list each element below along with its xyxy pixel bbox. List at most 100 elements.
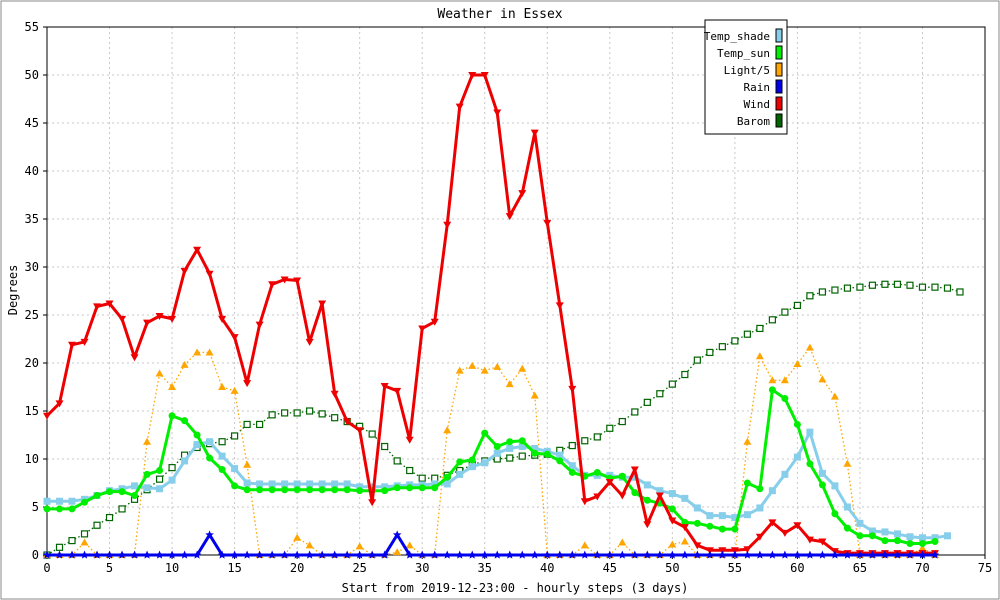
- data-point: [268, 480, 276, 488]
- data-point: [456, 470, 464, 478]
- data-point: [743, 437, 752, 445]
- data-point: [843, 550, 852, 559]
- data-point: [256, 486, 264, 494]
- y-tick-label: 10: [25, 452, 39, 466]
- data-point: [668, 505, 676, 513]
- data-point: [756, 324, 764, 333]
- data-point: [793, 522, 802, 530]
- data-point: [406, 484, 414, 492]
- data-point: [43, 505, 51, 513]
- data-point: [293, 480, 301, 488]
- data-point: [230, 550, 239, 559]
- data-point: [193, 441, 201, 449]
- data-point: [67, 550, 77, 559]
- data-point: [518, 437, 526, 445]
- data-point: [230, 386, 239, 394]
- data-point: [331, 486, 339, 494]
- data-point: [368, 483, 376, 491]
- chart-title: Weather in Essex: [437, 7, 562, 22]
- data-point: [168, 412, 176, 420]
- data-point: [668, 540, 677, 548]
- data-point: [768, 376, 777, 384]
- data-point: [855, 550, 865, 559]
- x-tick-label: 45: [603, 561, 617, 575]
- data-point: [468, 463, 476, 471]
- data-point: [293, 486, 301, 494]
- data-point: [718, 512, 726, 520]
- series-line: [47, 346, 936, 556]
- data-point: [918, 539, 926, 547]
- data-point: [405, 436, 414, 444]
- data-point: [318, 480, 326, 488]
- data-point: [668, 380, 676, 388]
- data-point: [830, 392, 839, 400]
- data-point: [618, 550, 627, 559]
- data-point: [268, 411, 276, 419]
- data-point: [218, 383, 227, 390]
- data-point: [355, 542, 364, 550]
- data-point: [393, 387, 402, 395]
- legend-label: Rain: [744, 81, 771, 94]
- data-point: [680, 537, 689, 545]
- data-point: [155, 369, 164, 377]
- data-point: [368, 430, 376, 438]
- data-point: [155, 475, 164, 483]
- data-point: [206, 454, 214, 462]
- data-point: [330, 390, 339, 398]
- data-point: [568, 462, 576, 470]
- data-point: [655, 492, 664, 500]
- data-point: [118, 488, 126, 496]
- data-point: [956, 288, 964, 296]
- data-point: [731, 337, 739, 345]
- data-point: [768, 386, 776, 394]
- data-point: [455, 550, 464, 559]
- data-point: [943, 532, 951, 540]
- data-point: [205, 270, 214, 278]
- data-point: [392, 530, 402, 539]
- data-point: [831, 482, 839, 490]
- legend-label: Temp_shade: [704, 30, 770, 43]
- data-point: [805, 550, 815, 559]
- data-point: [106, 488, 114, 496]
- data-point: [481, 459, 489, 467]
- y-tick-label: 15: [25, 404, 39, 418]
- data-point: [918, 534, 926, 542]
- data-point: [243, 380, 252, 388]
- data-point: [268, 486, 276, 494]
- data-point: [743, 511, 751, 519]
- y-axis-title: Degrees: [6, 265, 20, 316]
- data-point: [480, 72, 489, 79]
- data-point: [818, 288, 827, 296]
- data-point: [593, 433, 601, 441]
- data-point: [255, 321, 264, 329]
- legend: Temp_shade Temp_sun Light/5 Rain Wind Barom: [704, 19, 788, 135]
- data-point: [931, 283, 939, 291]
- data-point: [68, 341, 77, 349]
- data-point: [480, 550, 490, 559]
- data-point: [293, 277, 302, 285]
- data-point: [406, 466, 414, 475]
- data-point: [380, 383, 389, 391]
- data-point: [931, 538, 939, 546]
- data-point: [881, 280, 889, 288]
- data-point: [718, 525, 726, 533]
- legend-label: Wind: [744, 98, 771, 111]
- data-point: [405, 550, 414, 559]
- data-point: [818, 469, 826, 477]
- data-point: [781, 470, 789, 478]
- data-point: [318, 410, 326, 418]
- data-point: [656, 390, 664, 398]
- data-point: [280, 550, 289, 559]
- data-point: [593, 493, 602, 501]
- data-point: [906, 533, 914, 541]
- data-point: [68, 505, 76, 513]
- data-point: [306, 407, 314, 415]
- data-point: [230, 334, 239, 342]
- data-point: [918, 544, 927, 552]
- legend-swatch: [775, 45, 783, 60]
- data-point: [218, 438, 226, 446]
- data-point: [818, 481, 826, 489]
- data-point: [167, 550, 177, 559]
- data-point: [693, 542, 702, 550]
